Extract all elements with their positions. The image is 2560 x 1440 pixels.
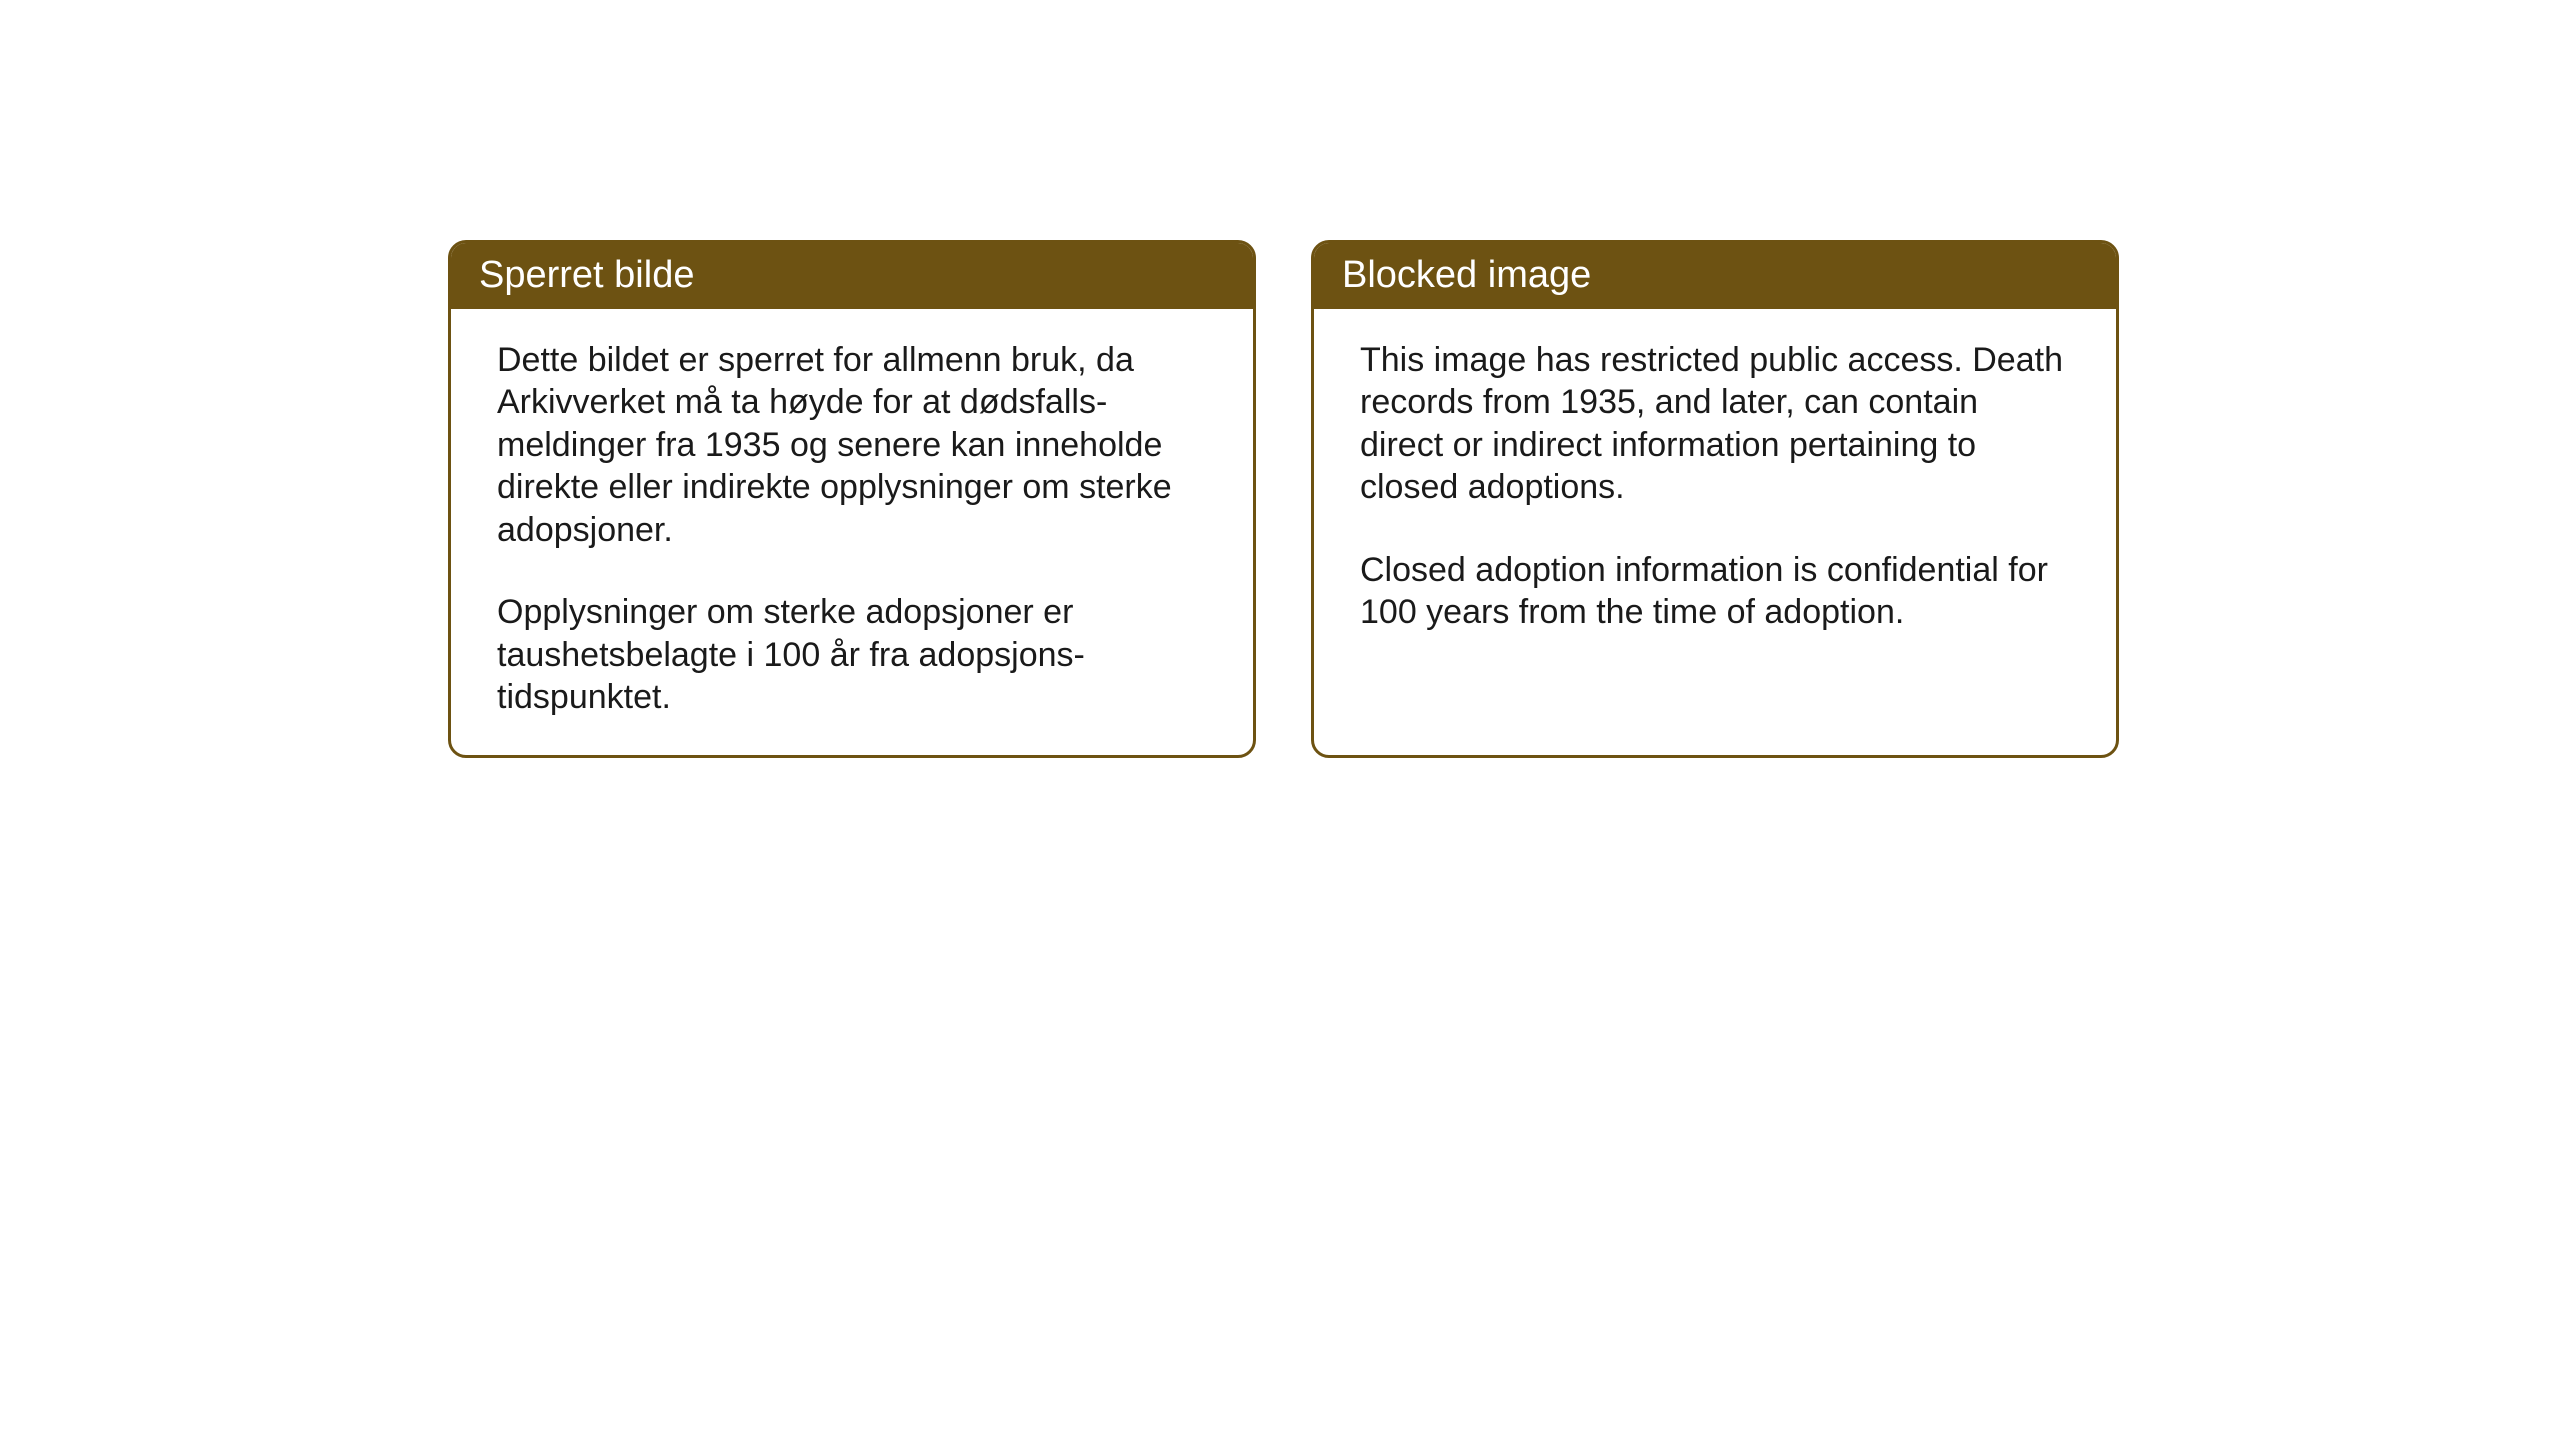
notice-card-norwegian: Sperret bilde Dette bildet er sperret fo…	[448, 240, 1256, 758]
notice-paragraph-1-norwegian: Dette bildet er sperret for allmenn bruk…	[497, 339, 1207, 552]
notice-card-english: Blocked image This image has restricted …	[1311, 240, 2119, 758]
notice-header-norwegian: Sperret bilde	[451, 243, 1253, 309]
notice-body-norwegian: Dette bildet er sperret for allmenn bruk…	[451, 309, 1253, 755]
notice-paragraph-2-norwegian: Opplysninger om sterke adopsjoner er tau…	[497, 591, 1207, 719]
notice-title-english: Blocked image	[1342, 254, 1591, 296]
notice-paragraph-1-english: This image has restricted public access.…	[1360, 339, 2070, 509]
notice-body-english: This image has restricted public access.…	[1314, 309, 2116, 755]
notice-paragraph-2-english: Closed adoption information is confident…	[1360, 549, 2070, 634]
notice-cards-container: Sperret bilde Dette bildet er sperret fo…	[448, 240, 2119, 758]
notice-title-norwegian: Sperret bilde	[479, 254, 694, 296]
notice-header-english: Blocked image	[1314, 243, 2116, 309]
